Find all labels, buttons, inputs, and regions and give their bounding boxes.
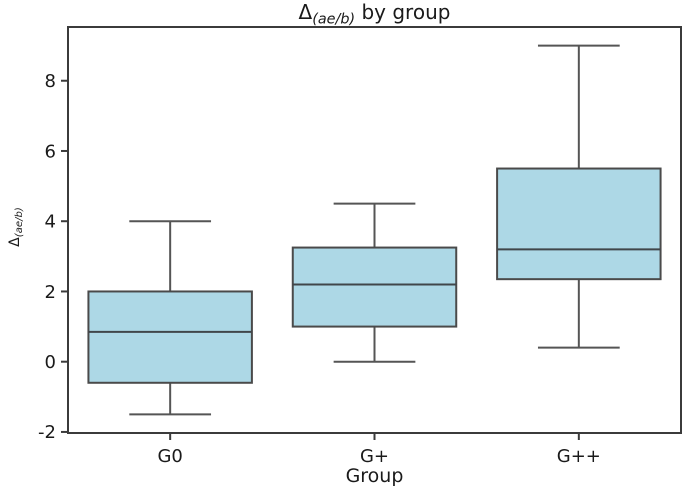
y-tick-label: 0 bbox=[45, 352, 56, 373]
y-tick-label: 8 bbox=[45, 71, 56, 92]
title-subscript: (ae/b) bbox=[312, 11, 356, 28]
title-delta: Δ bbox=[298, 0, 313, 24]
y-tick-label: 4 bbox=[45, 212, 56, 233]
title-text: by group bbox=[355, 0, 451, 24]
y-tick-label: 6 bbox=[45, 141, 56, 162]
box-G0 bbox=[87, 290, 253, 384]
chart-title: Δ(ae/b) by group bbox=[68, 0, 681, 28]
box-G+ bbox=[291, 246, 458, 328]
y-tick-label: 2 bbox=[45, 282, 56, 303]
y-tick-label: -2 bbox=[38, 422, 56, 443]
y-axis-label: Δ(ae/b) bbox=[4, 165, 26, 289]
ylabel-delta: Δ bbox=[7, 237, 23, 247]
x-tick-label: G0 bbox=[157, 446, 182, 467]
ylabel-subscript: (ae/b) bbox=[14, 207, 26, 238]
x-axis-label: Group bbox=[345, 465, 404, 487]
x-tick-label: G++ bbox=[557, 446, 601, 467]
x-tick-label: G+ bbox=[360, 446, 389, 467]
box-G++ bbox=[496, 167, 662, 281]
